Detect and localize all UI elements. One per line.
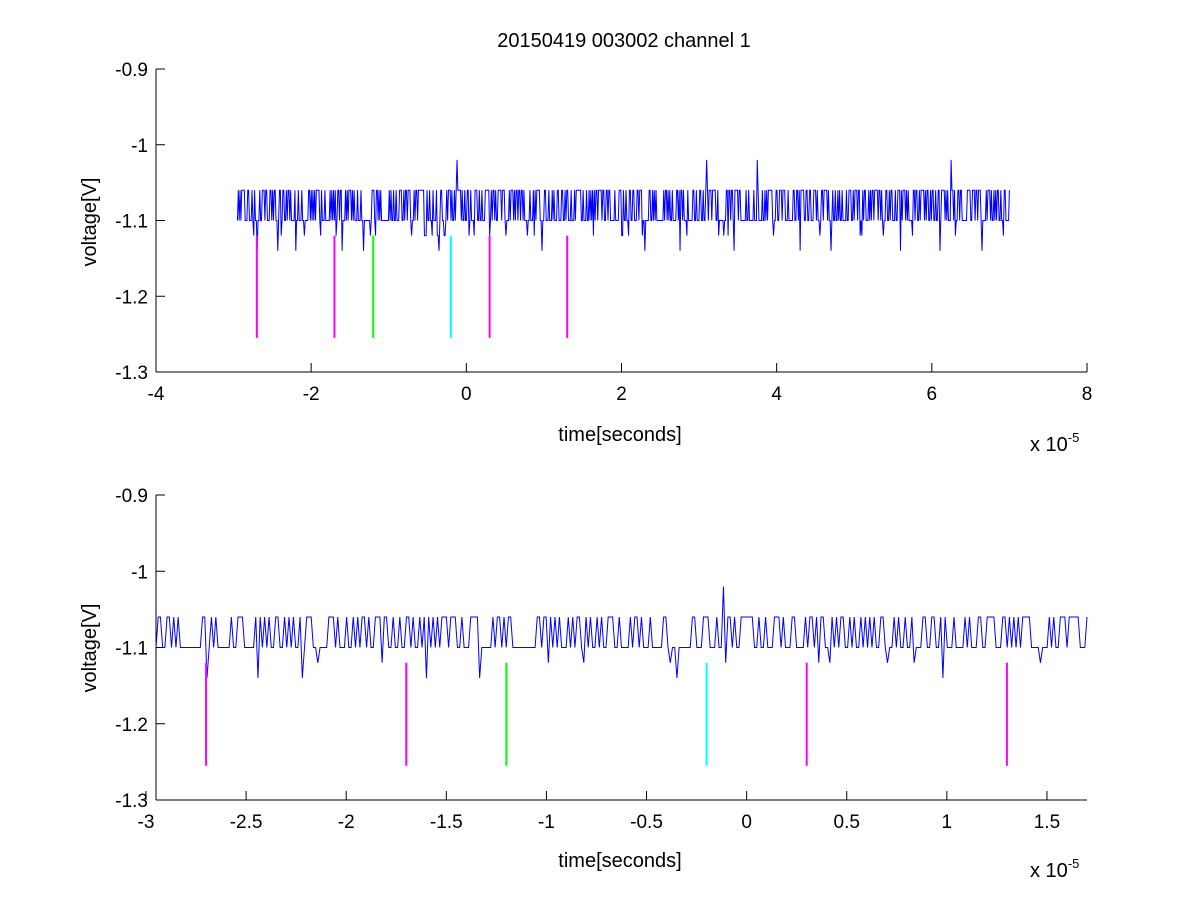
y-tick-label: -0.9: [115, 486, 148, 507]
x-tick-label: -2: [303, 384, 320, 405]
x-tick-label: 0: [741, 812, 752, 833]
x-tick-label: -3: [138, 812, 155, 833]
x-tick-label: 0.5: [834, 812, 860, 833]
top-x-axis-label: time[seconds]: [558, 424, 681, 446]
x-tick-label: 1: [942, 812, 953, 833]
x-tick-label: -1: [538, 812, 555, 833]
bottom-x-multiplier: x 10-5: [1030, 856, 1079, 882]
y-tick-label: -1.1: [115, 212, 148, 233]
y-tick-label: -1.3: [115, 791, 148, 812]
bottom-axes: time[seconds] voltage[V] x 10-5 -3 -2.5 -2…: [79, 486, 1088, 882]
top-x-multiplier: x 10-5: [1030, 430, 1079, 456]
x-tick-label: 6: [927, 384, 938, 405]
signal-trace: [236, 159, 1010, 251]
x-tick-label: 0: [461, 384, 472, 405]
y-tick-label: -1: [131, 562, 148, 583]
bottom-x-axis-label: time[seconds]: [558, 850, 681, 872]
figure-title: 20150419 003002 channel 1: [497, 30, 751, 52]
x-tick-label: -4: [148, 384, 165, 405]
x-tick-label: -1.5: [430, 812, 463, 833]
x-tick-label: -0.5: [630, 812, 663, 833]
x-tick-label: -2.5: [230, 812, 263, 833]
x-tick-label: -2: [338, 812, 355, 833]
x-tick-label: 2: [616, 384, 627, 405]
x-tick-label: 8: [1082, 384, 1093, 405]
y-tick-label: -1.2: [115, 287, 148, 308]
top-axes: time[seconds] voltage[V] x 10-5 -4 -2 0 2 4 6…: [79, 60, 1092, 456]
x-tick-label: 1.5: [1034, 812, 1060, 833]
y-tick-label: -1.1: [115, 639, 148, 660]
x-tick-label: 4: [771, 384, 782, 405]
signal-trace: [155, 586, 1088, 679]
y-tick-label: -1.3: [115, 363, 148, 384]
top-y-axis-label: voltage[V]: [79, 178, 101, 267]
y-tick-label: -0.9: [115, 60, 148, 81]
y-tick-label: -1.2: [115, 715, 148, 736]
bottom-y-axis-label: voltage[V]: [79, 604, 101, 693]
y-tick-label: -1: [131, 136, 148, 157]
